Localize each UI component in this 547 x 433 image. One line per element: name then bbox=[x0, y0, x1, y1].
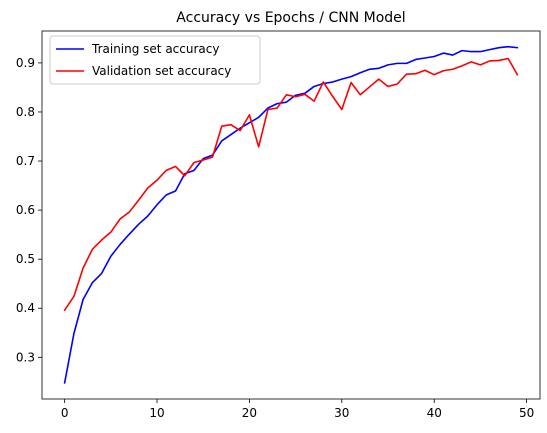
x-tick-label: 40 bbox=[427, 406, 442, 420]
axes: 0 10 20 30 40 50 0.3 0.4 0.5 0.6 0.7 0.8 0.9 bbox=[16, 30, 541, 420]
series-line-training bbox=[63, 45, 519, 384]
legend-label-training: Training set accuracy bbox=[91, 42, 219, 56]
y-tick-label: 0.6 bbox=[16, 203, 35, 217]
legend-box bbox=[49, 35, 261, 85]
y-tick-label: 0.7 bbox=[16, 154, 35, 168]
y-tick-label: 0.4 bbox=[16, 301, 35, 315]
y-tick-label: 0.9 bbox=[16, 56, 35, 70]
x-tick-label: 0 bbox=[61, 406, 69, 420]
x-tick-label: 30 bbox=[334, 406, 349, 420]
legend-label-validation: Validation set accuracy bbox=[92, 64, 231, 78]
plot-area bbox=[63, 45, 519, 384]
x-tick-label: 20 bbox=[242, 406, 257, 420]
y-tick-label: 0.5 bbox=[16, 252, 35, 266]
x-tick-label: 50 bbox=[519, 406, 534, 420]
y-tick-label: 0.3 bbox=[16, 350, 35, 364]
x-tick-label: 10 bbox=[149, 406, 164, 420]
chart-title: Accuracy vs Epochs / CNN Model bbox=[176, 10, 405, 26]
y-tick-label: 0.8 bbox=[16, 105, 35, 119]
series-line-validation bbox=[63, 57, 519, 312]
legend: Training set accuracy Validation set acc… bbox=[49, 35, 261, 85]
axes-frame bbox=[41, 30, 541, 400]
